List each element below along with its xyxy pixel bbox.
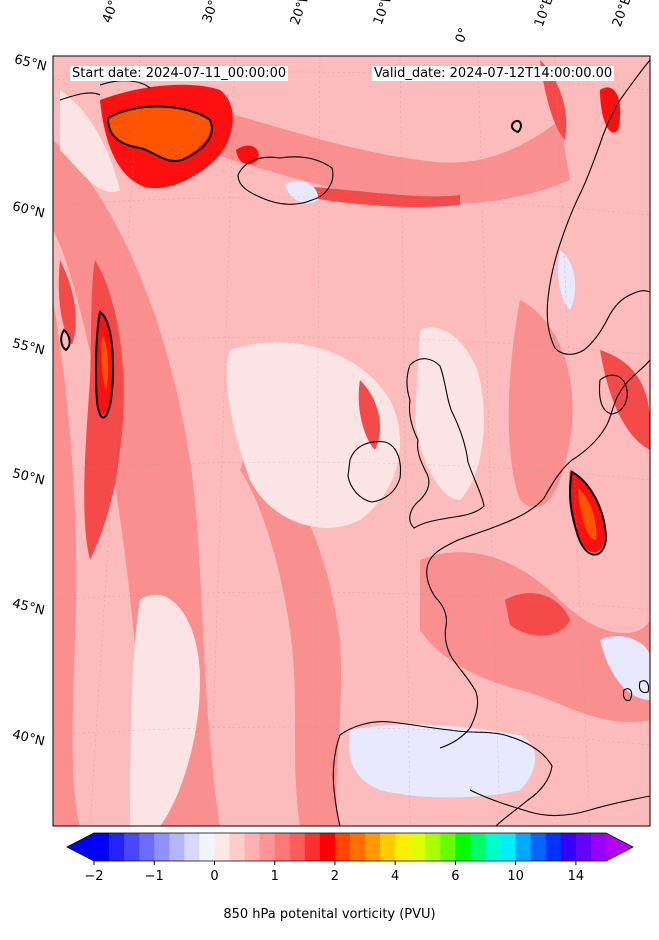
colorbar-swatch bbox=[440, 833, 456, 861]
coast-denmark bbox=[598, 374, 628, 415]
colorbar-swatch bbox=[94, 833, 110, 861]
colorbar-tick-label: 4 bbox=[391, 869, 400, 884]
contour bbox=[60, 328, 71, 352]
field-blue bbox=[558, 250, 576, 310]
graticule bbox=[53, 56, 650, 826]
colorbar-swatch bbox=[214, 833, 231, 861]
colorbar-swatch bbox=[259, 833, 276, 861]
colorbar-swatch bbox=[124, 833, 140, 861]
colorbar-swatch bbox=[304, 833, 321, 861]
field-blue bbox=[348, 724, 535, 798]
colorbar-swatch bbox=[274, 833, 291, 861]
colorbar-swatch bbox=[560, 833, 577, 861]
colorbar-swatch bbox=[545, 833, 562, 861]
colorbar-outline bbox=[66, 832, 634, 862]
field-band bbox=[508, 300, 573, 508]
coast-britain bbox=[406, 358, 485, 529]
colorbar-swatch bbox=[169, 833, 185, 861]
coastlines bbox=[59, 59, 650, 826]
field-band bbox=[420, 552, 650, 723]
field-band bbox=[53, 300, 80, 826]
colorbar-swatch bbox=[470, 833, 487, 861]
colorbar-swatch bbox=[334, 833, 351, 861]
field-blue bbox=[600, 635, 650, 700]
coast-island bbox=[638, 680, 650, 694]
colorbar-swatch bbox=[319, 833, 336, 861]
field-blue bbox=[285, 180, 319, 204]
field-pale bbox=[226, 342, 400, 528]
colorbar-tick-label: 6 bbox=[451, 869, 460, 884]
graticule-line bbox=[477, 56, 501, 826]
colorbar-swatch bbox=[184, 833, 200, 861]
colorbar-tick-label: 0 bbox=[210, 869, 219, 884]
colorbar-swatch bbox=[154, 833, 170, 861]
field-pale bbox=[130, 594, 200, 826]
colorbar bbox=[66, 832, 634, 865]
field-band bbox=[240, 440, 342, 826]
field-pale bbox=[60, 90, 120, 192]
colorbar-label: 850 hPa potenital vorticity (PVU) bbox=[223, 907, 436, 922]
colorbar-swatch bbox=[455, 833, 471, 861]
graticule-line bbox=[399, 56, 411, 826]
colorbar-min-arrow bbox=[67, 833, 94, 861]
graticule-line bbox=[314, 56, 321, 826]
field-band bbox=[170, 100, 570, 204]
field-strong bbox=[358, 380, 380, 450]
field-strong bbox=[58, 260, 76, 345]
colorbar-tick-label: 14 bbox=[567, 869, 585, 884]
field-red bbox=[600, 87, 621, 133]
colorbar-tick-label: −2 bbox=[84, 869, 104, 884]
colorbar-swatch bbox=[410, 833, 426, 861]
colorbar-swatch bbox=[500, 833, 517, 861]
colorbar-swatch bbox=[380, 833, 396, 861]
coast-island bbox=[622, 688, 633, 702]
valid-date-label: Valid_date: 2024-07-12T14:00:00.00 bbox=[372, 66, 615, 81]
colorbar-swatch bbox=[109, 833, 125, 861]
contour bbox=[106, 105, 213, 162]
coast-continent bbox=[426, 359, 650, 749]
colorbar-swatch bbox=[425, 833, 441, 861]
coast-iberia bbox=[332, 721, 553, 826]
colorbar-swatch bbox=[395, 833, 411, 861]
colorbar-swatch bbox=[350, 833, 366, 861]
graticule-line bbox=[89, 56, 141, 826]
contour bbox=[569, 470, 608, 556]
colorbar-swatch bbox=[590, 833, 607, 861]
colorbar-swatch bbox=[199, 833, 215, 861]
coast-norway bbox=[546, 59, 650, 355]
colorbar-swatch bbox=[289, 833, 306, 861]
colorbar-tick-label: 2 bbox=[330, 869, 340, 884]
field-orange bbox=[101, 335, 109, 390]
colorbar-max-arrow bbox=[606, 833, 633, 861]
colorbar-swatch bbox=[244, 833, 261, 861]
coast-ireland bbox=[347, 441, 402, 503]
map-frame bbox=[52, 55, 651, 827]
field-orange bbox=[108, 106, 211, 162]
contour bbox=[95, 310, 115, 419]
colorbar-swatch bbox=[365, 833, 381, 861]
start-date-label: Start date: 2024-07-11_00:00:00 bbox=[70, 66, 289, 81]
colorbar-swatch bbox=[530, 833, 547, 861]
field-red bbox=[236, 145, 259, 165]
coast-africa bbox=[469, 789, 650, 817]
colorbar-tick-label: −1 bbox=[144, 869, 164, 884]
colorbar-swatch bbox=[485, 833, 502, 861]
field-orange bbox=[578, 488, 597, 540]
pv-contours bbox=[60, 105, 608, 556]
coast-iceland bbox=[237, 156, 334, 205]
colorbar-swatch bbox=[139, 833, 155, 861]
colorbar-tick-label: 1 bbox=[270, 869, 279, 884]
graticule-line bbox=[209, 56, 236, 826]
colorbar-swatch bbox=[515, 833, 532, 861]
colorbar-tick-label: 10 bbox=[507, 869, 524, 884]
colorbar-swatch bbox=[575, 833, 592, 861]
pv-field bbox=[53, 56, 650, 826]
field-strong bbox=[505, 592, 570, 636]
graticule-line bbox=[554, 56, 591, 826]
contour bbox=[510, 120, 522, 134]
field-strong bbox=[300, 186, 460, 207]
colorbar-swatch bbox=[229, 833, 246, 861]
